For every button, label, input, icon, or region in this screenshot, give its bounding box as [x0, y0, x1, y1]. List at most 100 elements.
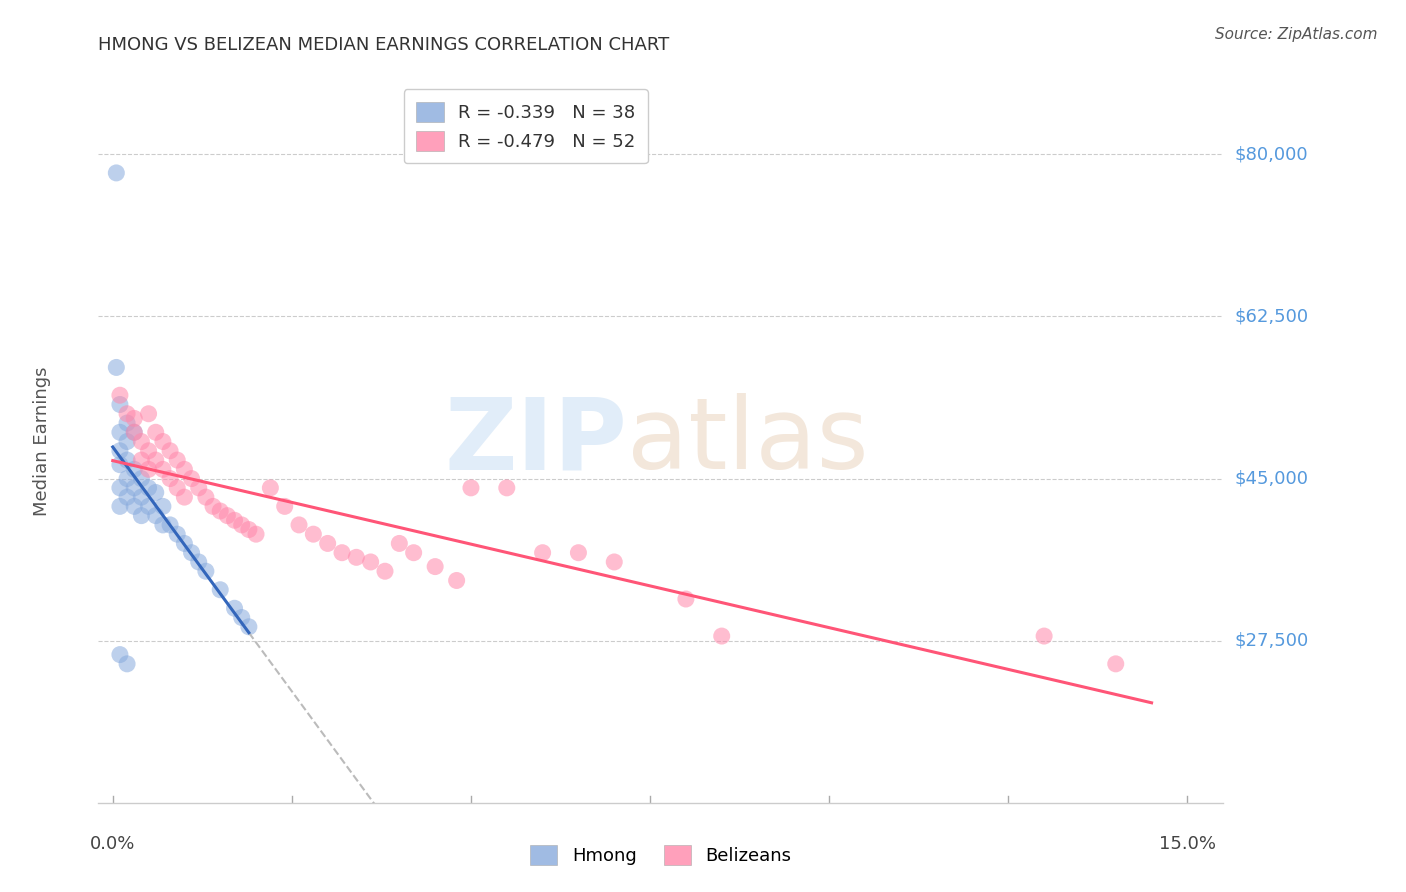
Point: [145, 485, 167, 500]
Point: [423, 559, 446, 574]
Point: [115, 657, 138, 671]
Text: $27,500: $27,500: [1234, 632, 1309, 649]
Point: [108, 481, 131, 495]
Point: [231, 610, 253, 624]
Point: [166, 481, 188, 495]
Point: [1033, 629, 1056, 643]
Point: [374, 564, 396, 578]
Point: [388, 536, 411, 550]
Text: Median Earnings: Median Earnings: [34, 367, 51, 516]
Point: [675, 592, 697, 607]
Point: [173, 490, 195, 504]
Point: [245, 527, 267, 541]
Point: [108, 500, 131, 514]
Point: [152, 462, 174, 476]
Point: [302, 527, 325, 541]
Point: [115, 407, 138, 421]
Point: [159, 517, 181, 532]
Point: [224, 601, 246, 615]
Point: [217, 508, 239, 523]
Point: [138, 443, 160, 458]
Point: [238, 523, 260, 537]
Point: [131, 434, 153, 449]
Text: HMONG VS BELIZEAN MEDIAN EARNINGS CORRELATION CHART: HMONG VS BELIZEAN MEDIAN EARNINGS CORREL…: [98, 36, 669, 54]
Point: [710, 629, 733, 643]
Point: [122, 481, 145, 495]
Point: [108, 648, 131, 662]
Point: [187, 481, 209, 495]
Point: [231, 517, 253, 532]
Text: 15.0%: 15.0%: [1159, 835, 1216, 854]
Point: [145, 508, 167, 523]
Point: [145, 453, 167, 467]
Point: [138, 407, 160, 421]
Point: [131, 453, 153, 467]
Point: [131, 490, 153, 504]
Point: [115, 490, 138, 504]
Text: $45,000: $45,000: [1234, 469, 1309, 488]
Point: [180, 546, 202, 560]
Point: [209, 582, 232, 597]
Point: [360, 555, 382, 569]
Point: [402, 546, 425, 560]
Point: [567, 546, 589, 560]
Point: [131, 472, 153, 486]
Point: [166, 527, 188, 541]
Point: [152, 500, 174, 514]
Point: [108, 397, 131, 411]
Point: [108, 458, 131, 472]
Point: [316, 536, 339, 550]
Point: [131, 508, 153, 523]
Point: [122, 462, 145, 476]
Point: [115, 472, 138, 486]
Point: [159, 472, 181, 486]
Point: [173, 462, 195, 476]
Point: [122, 425, 145, 440]
Point: [180, 472, 202, 486]
Point: [105, 360, 128, 375]
Point: [138, 500, 160, 514]
Text: atlas: atlas: [627, 393, 869, 490]
Point: [288, 517, 311, 532]
Point: [122, 425, 145, 440]
Point: [202, 500, 225, 514]
Point: [115, 434, 138, 449]
Point: [138, 481, 160, 495]
Point: [187, 555, 209, 569]
Point: [603, 555, 626, 569]
Point: [108, 443, 131, 458]
Point: [460, 481, 482, 495]
Point: [259, 481, 281, 495]
Legend: Hmong, Belizeans: Hmong, Belizeans: [522, 836, 800, 874]
Point: [194, 564, 217, 578]
Text: ZIP: ZIP: [444, 393, 627, 490]
Point: [1105, 657, 1128, 671]
Point: [273, 500, 295, 514]
Text: $62,500: $62,500: [1234, 308, 1309, 326]
Point: [115, 453, 138, 467]
Point: [108, 425, 131, 440]
Point: [173, 536, 195, 550]
Point: [152, 434, 174, 449]
Point: [145, 425, 167, 440]
Point: [495, 481, 517, 495]
Point: [531, 546, 554, 560]
Text: $80,000: $80,000: [1234, 145, 1308, 163]
Point: [194, 490, 217, 504]
Point: [108, 388, 131, 402]
Point: [159, 443, 181, 458]
Point: [122, 500, 145, 514]
Point: [138, 462, 160, 476]
Point: [105, 166, 128, 180]
Point: [115, 416, 138, 430]
Text: Source: ZipAtlas.com: Source: ZipAtlas.com: [1215, 27, 1378, 42]
Point: [330, 546, 353, 560]
Legend: R = -0.339   N = 38, R = -0.479   N = 52: R = -0.339 N = 38, R = -0.479 N = 52: [404, 89, 648, 163]
Point: [344, 550, 367, 565]
Point: [209, 504, 232, 518]
Text: 0.0%: 0.0%: [90, 835, 135, 854]
Point: [166, 453, 188, 467]
Point: [238, 620, 260, 634]
Point: [446, 574, 468, 588]
Point: [152, 517, 174, 532]
